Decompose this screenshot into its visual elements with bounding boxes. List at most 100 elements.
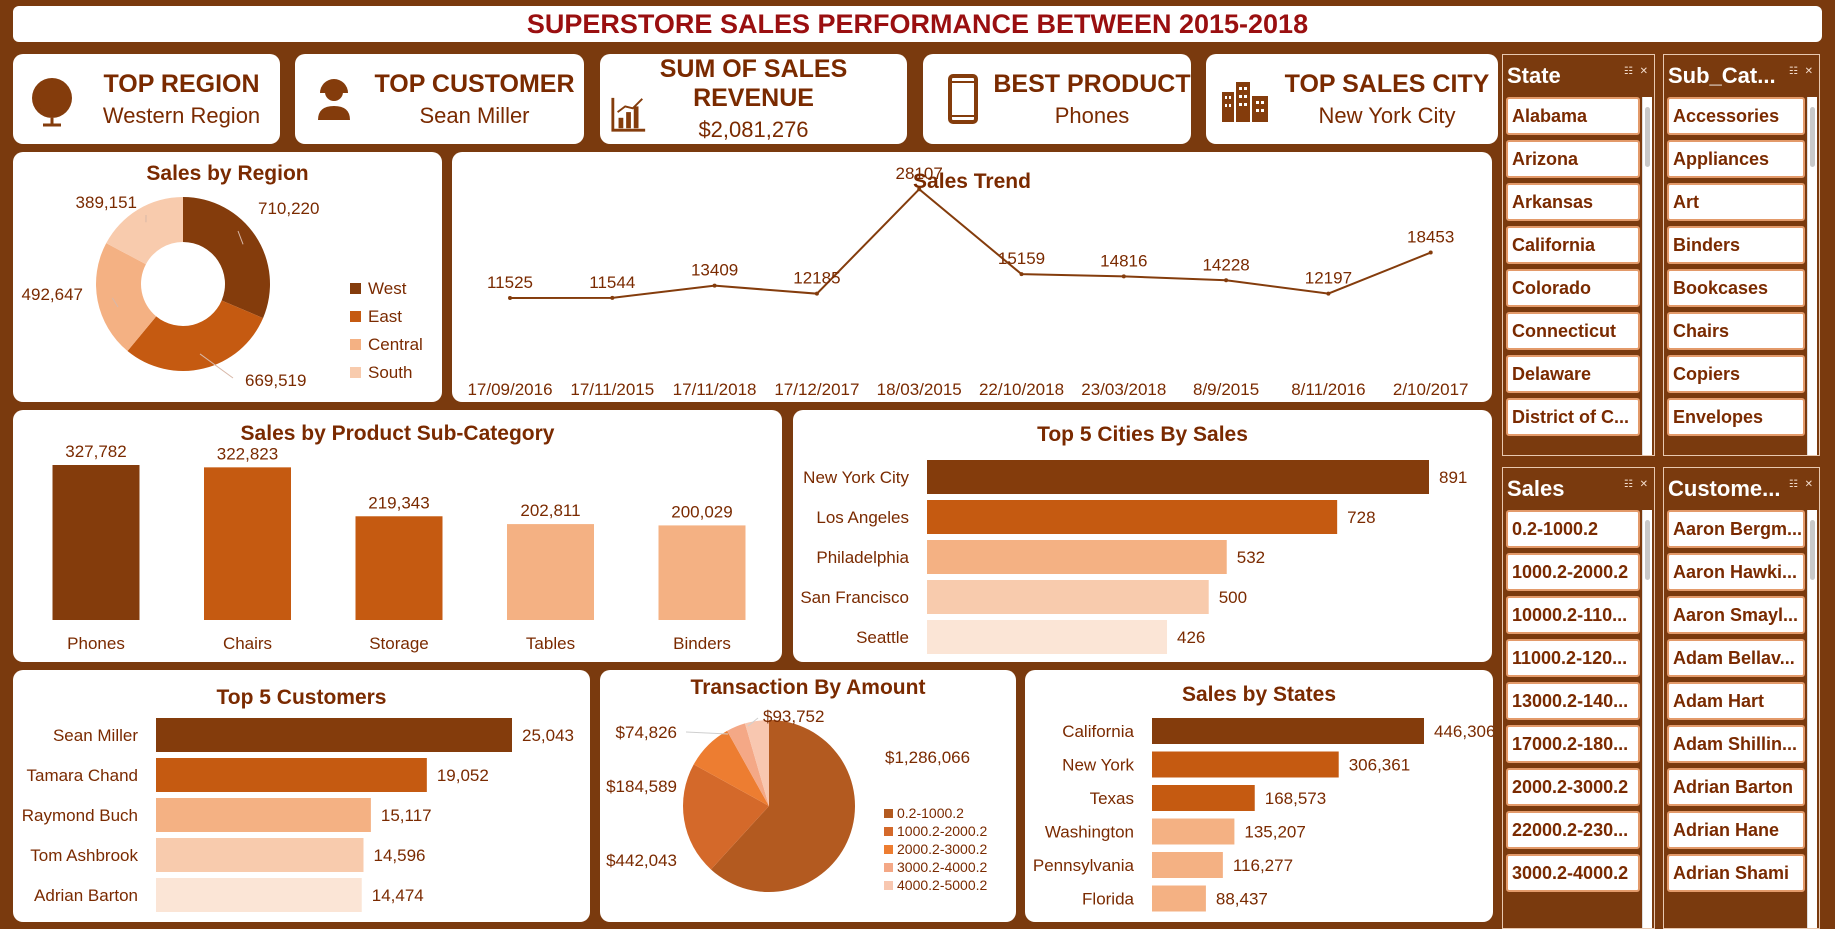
- state-slicer[interactable]: State ☷ ✕ Alabama Arizona Arkansas Californ…: [1502, 54, 1655, 456]
- leader-line: [237, 230, 244, 245]
- slicer-item[interactable]: Adam Bellav...: [1667, 639, 1805, 677]
- data-label: 728: [1347, 508, 1375, 527]
- legend-swatch: [350, 311, 361, 322]
- slicer-item[interactable]: 10000.2-110...: [1506, 596, 1640, 634]
- data-label: 492,647: [22, 285, 83, 304]
- x-tick-label: Tables: [526, 634, 575, 653]
- slicer-list[interactable]: Accessories Appliances Art Binders Bookcases…: [1667, 97, 1805, 455]
- region-slice: [106, 197, 183, 265]
- slicer-item[interactable]: 1000.2-2000.2: [1506, 553, 1640, 591]
- slicer-item[interactable]: Arizona: [1506, 140, 1640, 178]
- slicer-item[interactable]: Connecticut: [1506, 312, 1640, 350]
- slicer-item[interactable]: 22000.2-230...: [1506, 811, 1640, 849]
- clear-filter-icon[interactable]: ☷ ✕: [1623, 66, 1650, 77]
- slicer-item[interactable]: Aaron Smayl...: [1667, 596, 1805, 634]
- slicer-item[interactable]: 0.2-1000.2: [1506, 510, 1640, 548]
- bar: [927, 500, 1338, 534]
- kpi-value: Phones: [1054, 102, 1130, 128]
- slicer-list[interactable]: Aaron Bergm... Aaron Hawki... Aaron Smayl.…: [1667, 510, 1805, 928]
- data-label: 426: [1177, 628, 1205, 647]
- slicer-item[interactable]: Arkansas: [1506, 183, 1640, 221]
- slicer-item[interactable]: Aaron Bergm...: [1667, 510, 1805, 548]
- kpi-value: $2,081,276: [698, 117, 809, 142]
- slicer-item[interactable]: Adrian Barton: [1667, 768, 1805, 806]
- data-label: 327,782: [65, 442, 126, 461]
- data-label: 14,596: [373, 846, 425, 865]
- category-label: Los Angeles: [816, 508, 909, 527]
- data-label: 446,306: [1434, 722, 1493, 741]
- clear-filter-icon[interactable]: ☷ ✕: [1623, 479, 1650, 490]
- x-tick-label: Phones: [67, 634, 125, 653]
- legend-swatch: [884, 881, 893, 890]
- slicer-item[interactable]: Binders: [1667, 226, 1805, 264]
- slicer-item[interactable]: California: [1506, 226, 1640, 264]
- customer-slicer[interactable]: Custome... ☷ ✕ Aaron Bergm... Aaron Hawki…: [1663, 467, 1820, 929]
- bar: [927, 460, 1429, 494]
- person-icon: [318, 79, 350, 120]
- slicer-item[interactable]: Aaron Hawki...: [1667, 553, 1805, 591]
- bar: [927, 620, 1168, 654]
- subcategory-bar: [52, 465, 140, 620]
- slicer-item[interactable]: Adrian Hane: [1667, 811, 1805, 849]
- slicer-item[interactable]: Adam Hart: [1667, 682, 1805, 720]
- slicer-item[interactable]: Adrian Shami: [1667, 854, 1805, 892]
- slicer-scrollbar[interactable]: [1807, 510, 1817, 928]
- legend-label: 0.2-1000.2: [897, 805, 964, 821]
- slicer-item[interactable]: 2000.2-3000.2: [1506, 768, 1640, 806]
- legend-swatch: [350, 283, 361, 294]
- slicer-list[interactable]: 0.2-1000.2 1000.2-2000.2 10000.2-110... 110…: [1506, 510, 1640, 928]
- slicer-item[interactable]: District of C...: [1506, 398, 1640, 436]
- slicer-item[interactable]: 11000.2-120...: [1506, 639, 1640, 677]
- legend-swatch: [884, 809, 893, 818]
- slicer-item[interactable]: Envelopes: [1667, 398, 1805, 436]
- category-label: Texas: [1090, 789, 1134, 808]
- slicer-scrollbar[interactable]: [1642, 97, 1652, 455]
- bar: [156, 758, 427, 792]
- subcategory-panel: Sales by Product Sub-Category 327,782 Pho…: [13, 410, 782, 662]
- clear-filter-icon[interactable]: ☷ ✕: [1788, 479, 1815, 490]
- clear-filter-icon[interactable]: ☷ ✕: [1788, 66, 1815, 77]
- data-label: $184,589: [606, 777, 677, 796]
- x-tick-label: 17/09/2016: [467, 380, 552, 399]
- data-label: 168,573: [1265, 789, 1326, 808]
- sales-by-states-panel: Sales by States California 446,306 New Yor…: [1025, 670, 1493, 922]
- sales-slicer[interactable]: Sales ☷ ✕ 0.2-1000.2 1000.2-2000.2 10000.2…: [1502, 467, 1655, 929]
- slicer-item[interactable]: Appliances: [1667, 140, 1805, 178]
- subcategory-bar: [204, 467, 291, 620]
- slicer-scrollbar[interactable]: [1642, 510, 1652, 928]
- region-slice: [183, 197, 270, 319]
- slicer-list[interactable]: Alabama Arizona Arkansas California Colorado…: [1506, 97, 1640, 455]
- data-label: 28107: [896, 164, 943, 183]
- slicer-item[interactable]: Alabama: [1506, 97, 1640, 135]
- data-label: $74,826: [616, 723, 677, 742]
- slicer-item[interactable]: Chairs: [1667, 312, 1805, 350]
- chart-title: Sales Trend: [913, 170, 1031, 193]
- category-label: Adrian Barton: [34, 886, 138, 905]
- trend-line: [509, 187, 1432, 299]
- slicer-item[interactable]: 3000.2-4000.2: [1506, 854, 1640, 892]
- legend-label: 3000.2-4000.2: [897, 859, 988, 875]
- slicer-item[interactable]: Copiers: [1667, 355, 1805, 393]
- data-label: $442,043: [606, 851, 677, 870]
- legend-swatch: [884, 845, 893, 854]
- category-label: San Francisco: [800, 588, 909, 607]
- subcategory-slicer[interactable]: Sub_Cat... ☷ ✕ Accessories Appliances Art B…: [1663, 54, 1820, 456]
- region-slice: [96, 243, 157, 352]
- slicer-item[interactable]: 13000.2-140...: [1506, 682, 1640, 720]
- data-label: 88,437: [1216, 890, 1268, 909]
- x-tick-label: 18/03/2015: [877, 380, 962, 399]
- slicer-item[interactable]: Bookcases: [1667, 269, 1805, 307]
- slicer-item[interactable]: Delaware: [1506, 355, 1640, 393]
- slicer-item[interactable]: Art: [1667, 183, 1805, 221]
- slicer-item[interactable]: Colorado: [1506, 269, 1640, 307]
- slicer-item[interactable]: 17000.2-180...: [1506, 725, 1640, 763]
- legend-swatch: [884, 827, 893, 836]
- slicer-item[interactable]: Adam Shillin...: [1667, 725, 1805, 763]
- slicer-scrollbar[interactable]: [1807, 97, 1817, 455]
- trend-point: [712, 283, 717, 288]
- chart-title: Top 5 Customers: [216, 686, 387, 709]
- slicer-item[interactable]: Accessories: [1667, 97, 1805, 135]
- data-label: 12185: [793, 269, 840, 288]
- legend-swatch: [884, 863, 893, 872]
- slicer-title: State: [1507, 63, 1561, 88]
